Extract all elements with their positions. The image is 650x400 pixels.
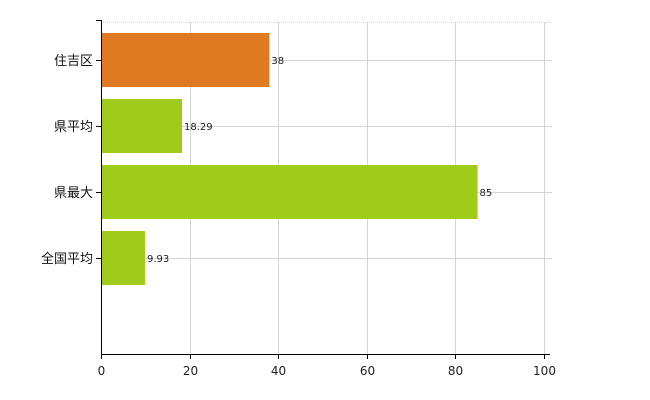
x-tick-label: 100 — [533, 364, 556, 378]
bar — [102, 33, 270, 87]
bar — [102, 99, 183, 153]
category-label: 全国平均 — [41, 251, 93, 267]
data-label: 38 — [271, 56, 284, 67]
labels: 住吉区 38 県平均 18.29 県最大 85 全国平均 9.93 0 20 40 60 80 100 — [41, 54, 556, 378]
x-tick-label: 0 — [98, 364, 106, 378]
bars — [102, 33, 478, 285]
category-label: 県平均 — [54, 120, 93, 135]
x-tick-label: 60 — [360, 364, 375, 378]
data-label: 85 — [480, 188, 493, 199]
category-label: 県最大 — [54, 186, 93, 201]
axes — [96, 20, 550, 359]
data-label: 18.29 — [184, 122, 213, 133]
category-label: 住吉区 — [54, 54, 93, 69]
bar — [102, 231, 145, 285]
x-tick-label: 40 — [271, 364, 286, 378]
x-tick-label: 80 — [448, 364, 463, 378]
x-tick-label: 20 — [183, 364, 198, 378]
bar — [102, 165, 478, 219]
data-label: 9.93 — [147, 254, 169, 265]
